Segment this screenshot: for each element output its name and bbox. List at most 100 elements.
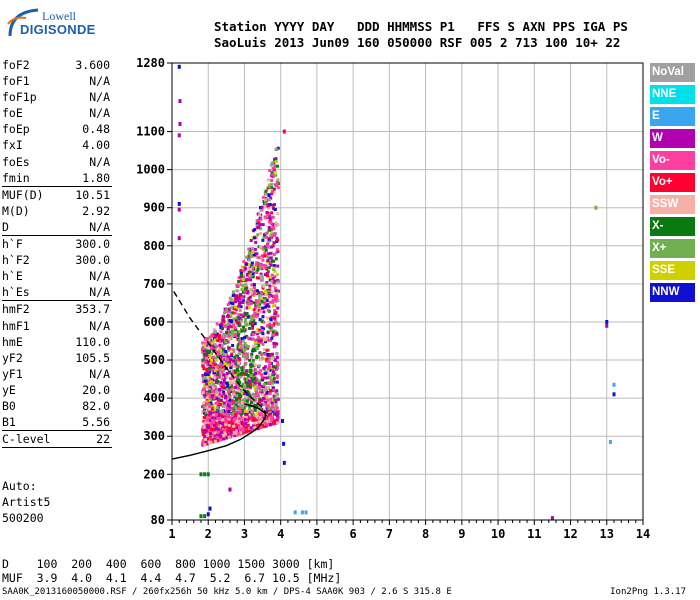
echo-point [259,217,263,221]
echo-point [242,295,246,299]
echo-point [263,393,266,397]
echo-point [275,294,278,298]
echo-point [242,349,246,353]
echo-point [251,332,255,336]
echo-point [237,296,241,300]
echo-point [237,324,241,328]
echo-point [219,362,223,366]
echo-point [233,405,237,409]
echo-point [226,358,229,362]
echo-point [270,381,274,385]
echo-point [267,206,271,210]
echo-point [235,284,239,287]
echo-point [272,253,276,257]
param-value: 3.600 [75,58,110,72]
echo-point [266,367,270,371]
echo-point [261,195,265,199]
echo-point [229,408,233,412]
echo-point [260,266,264,270]
echo-point [215,393,219,397]
echo-point [271,300,275,304]
echo-point [274,407,278,410]
auto-version: 500200 [2,511,44,525]
param-label: yE [2,382,16,397]
echo-point [223,410,227,414]
echo-point [216,438,220,442]
param-value: 105.5 [75,350,110,365]
param-value: N/A [89,285,110,300]
param-label: foEp [2,122,30,137]
echo-point [218,354,222,358]
echo-point [231,358,235,361]
echo-point [224,356,228,360]
echo-point [257,305,261,309]
echo-point [258,412,262,416]
echo-point [245,409,249,413]
echo-point [232,418,236,422]
echo-point [225,334,229,338]
echo-point [237,406,241,410]
param-value: 4.00 [82,138,110,153]
echo-point [243,419,247,423]
software-version: Ion2Png 1.3.17 [610,587,686,597]
echo-point [264,202,268,205]
echo-point [219,399,223,402]
echo-point [249,315,253,319]
echo-point [207,392,211,396]
echo-point [268,203,272,206]
echo-point [274,257,278,261]
echo-point [255,387,259,391]
echo-point-outlier [594,205,598,210]
echo-point [203,434,207,438]
echo-point [230,319,233,323]
echo-point [273,233,276,237]
echo-point [205,421,209,424]
echo-point [224,432,228,436]
echo-point [210,356,214,360]
param-separator [2,447,112,449]
param-label: foE [2,106,23,121]
echo-point [268,275,272,279]
echo-point [251,331,255,334]
echo-point [251,375,255,379]
echo-point [255,289,259,293]
echo-point [220,323,224,326]
echo-point [203,379,207,383]
echo-point [252,423,256,427]
echo-point [209,440,213,444]
echo-point [212,413,216,417]
echo-point [219,346,223,350]
echo-point [219,390,223,394]
echo-point [276,322,280,326]
echo-point [272,187,276,191]
echo-point [261,300,264,303]
echo-point [275,248,279,252]
echo-point [229,298,233,301]
echo-point [248,407,251,411]
echo-point [220,429,224,433]
echo-point [251,247,255,251]
echo-point [248,258,251,262]
echo-point [226,331,230,335]
echo-point [245,344,248,348]
echo-point [258,406,262,410]
echo-point [228,400,232,404]
echo-point [207,403,211,407]
echo-point [237,416,241,420]
param-value: 0.48 [82,122,110,137]
echo-point [228,312,232,316]
echo-point-outlier [199,514,203,519]
echo-point [235,391,239,395]
echo-point [273,279,277,283]
echo-point [231,433,235,437]
echo-point [227,405,231,409]
echo-point [246,336,250,340]
echo-point-outlier [203,472,207,477]
echo-point [233,333,237,337]
echo-point [261,306,265,310]
echo-point [256,233,260,237]
x-tick-label: 9 [458,527,465,541]
echo-point [216,370,220,374]
echo-point [266,186,270,190]
echo-point [237,427,241,431]
